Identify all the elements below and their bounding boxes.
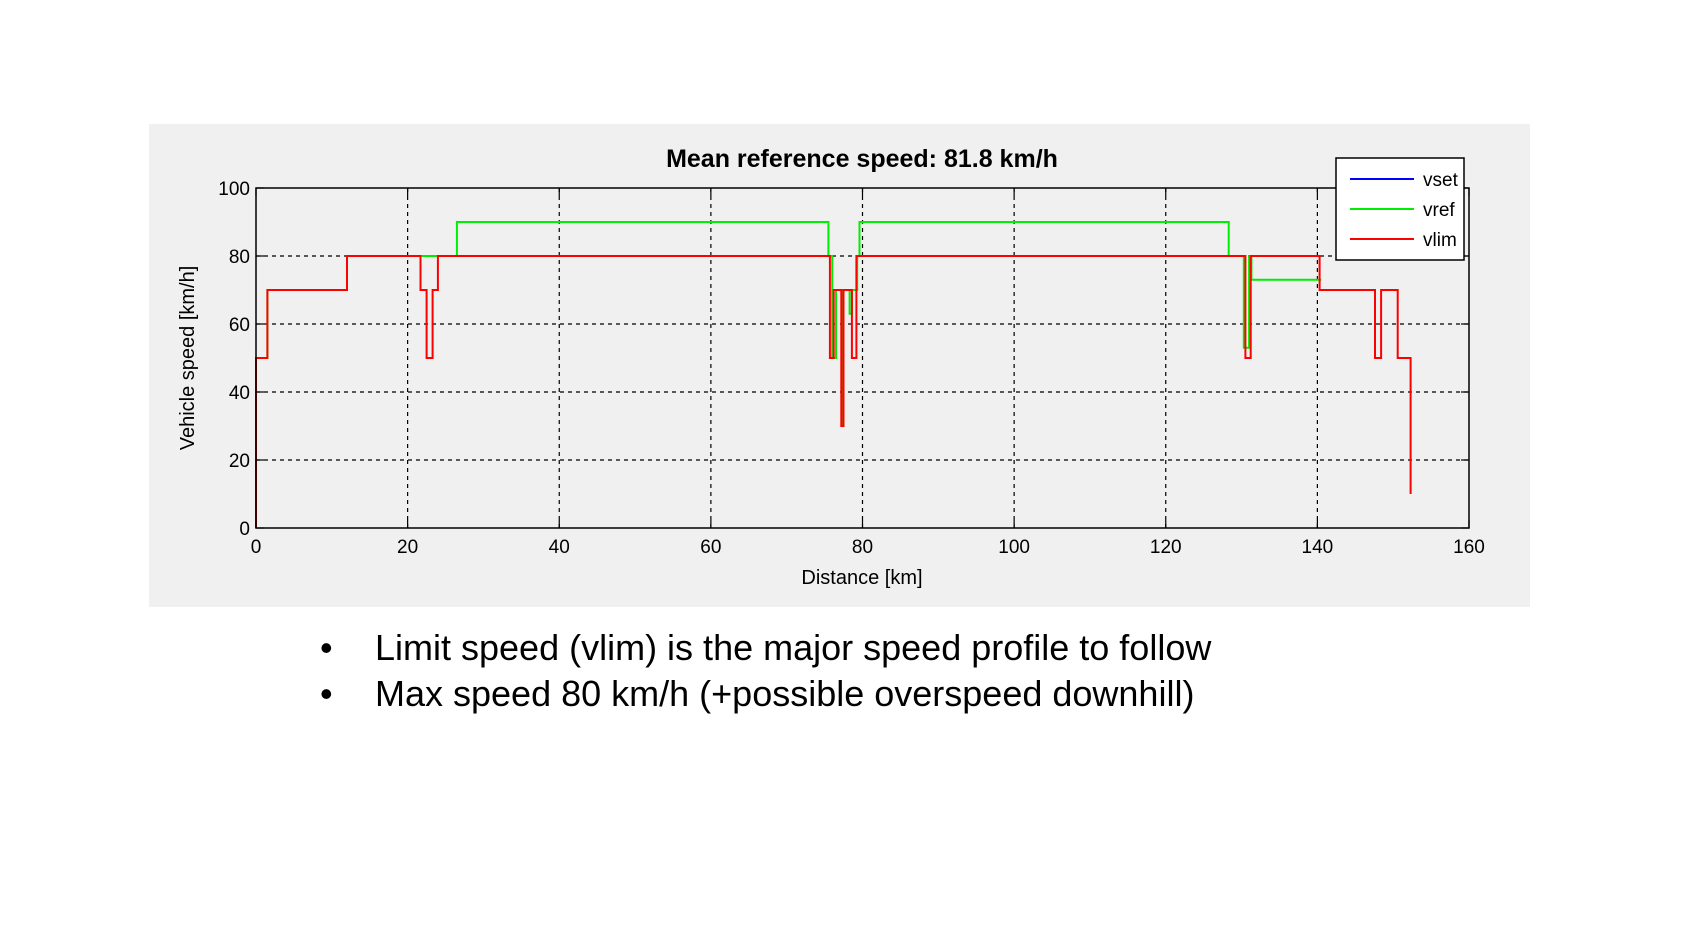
bullet-text: Limit speed (vlim) is the major speed pr… — [375, 627, 1212, 668]
x-axis-label: Distance [km] — [801, 567, 922, 589]
x-tick-label: 80 — [852, 537, 873, 558]
series-line-vref — [255, 221, 1322, 528]
y-tick-label: 100 — [218, 179, 250, 200]
legend-label-vset: vset — [1423, 170, 1459, 191]
grid-lines — [256, 188, 1469, 528]
y-tick-label: 60 — [229, 315, 250, 336]
chart-title: Mean reference speed: 81.8 km/h — [666, 145, 1058, 173]
x-tick-label: 160 — [1453, 537, 1485, 558]
axis-ticks: 0 20 40 60 80 100 120 140 160 0 20 40 60 80 100 — [218, 179, 1485, 558]
bullet-list: • Limit speed (vlim) is the major speed … — [320, 625, 1211, 717]
series-line-vlim — [255, 255, 1412, 528]
x-tick-label: 100 — [998, 537, 1030, 558]
x-tick-label: 0 — [251, 537, 262, 558]
bullet-item: • Limit speed (vlim) is the major speed … — [320, 625, 1211, 671]
legend-label-vlim: vlim — [1423, 230, 1457, 251]
bullet-item: • Max speed 80 km/h (+possible overspeed… — [320, 671, 1211, 717]
x-tick-label: 120 — [1150, 537, 1182, 558]
y-tick-label: 40 — [229, 383, 250, 404]
bullet-dot: • — [320, 673, 333, 714]
x-tick-label: 20 — [397, 537, 418, 558]
series-lines — [255, 221, 1412, 528]
y-tick-label: 20 — [229, 451, 250, 472]
figure-panel: Mean reference speed: 81.8 km/h 0 20 40 60 8… — [149, 124, 1530, 607]
x-tick-label: 60 — [700, 537, 721, 558]
legend-label-vref: vref — [1423, 200, 1455, 221]
x-tick-label: 140 — [1302, 537, 1334, 558]
legend: vset vref vlim — [1335, 157, 1465, 261]
x-tick-label: 40 — [549, 537, 570, 558]
y-axis-label: Vehicle speed [km/h] — [177, 266, 199, 451]
bullet-text: Max speed 80 km/h (+possible overspeed d… — [375, 673, 1195, 714]
bullet-dot: • — [320, 627, 333, 668]
y-tick-label: 0 — [239, 519, 250, 540]
y-tick-label: 80 — [229, 247, 250, 268]
speed-profile-chart: Mean reference speed: 81.8 km/h 0 20 40 60 8… — [177, 145, 1485, 589]
